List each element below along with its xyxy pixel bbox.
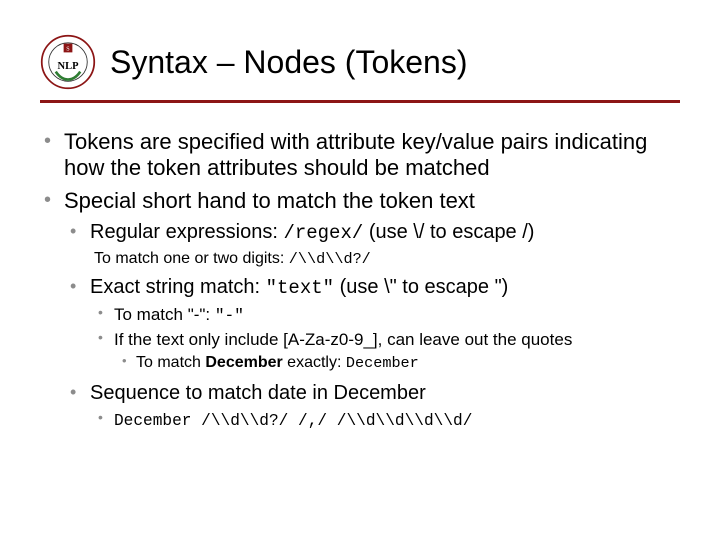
slide-title: Syntax – Nodes (Tokens) [110,44,468,81]
content-list: Tokens are specified with attribute key/… [40,129,680,431]
stanford-nlp-logo: S NLP [40,34,96,90]
exact-pre: Exact string match: [90,276,266,298]
regex-ex-code: /\\d\\d?/ [289,250,371,268]
slide-header: S NLP Syntax – Nodes (Tokens) [40,34,680,103]
regex-code: /regex/ [283,222,363,244]
regex-ex-pre: To match one or two digits: [94,250,289,267]
dec-post: exactly: [283,354,346,371]
dec-pre: To match [136,354,205,371]
bullet-regex-example: To match one or two digits: /\\d\\d?/ [94,249,680,269]
dash-code: "-" [215,307,244,325]
seq-code: December /\\d\\d?/ /,/ /\\d\\d\\d\\d/ [114,412,472,430]
bullet-regex: Regular expressions: /regex/ (use \/ to … [68,220,680,246]
slide-container: S NLP Syntax – Nodes (Tokens) Tokens are… [0,0,720,454]
bullet-december-match: To match December exactly: December [120,353,680,373]
dec-code: December [346,354,419,372]
bullet-shorthand: Special short hand to match the token te… [40,188,680,214]
svg-text:NLP: NLP [58,61,80,72]
regex-pre: Regular expressions: [90,221,283,243]
exact-post: (use \" to escape ") [334,276,508,298]
exact-code: "text" [266,277,334,299]
bullet-match-dash: To match "-": "-" [96,304,680,326]
bullet-sequence: Sequence to match date in December [68,381,680,406]
regex-post: (use \/ to escape /) [363,221,534,243]
bullet-tokens-spec: Tokens are specified with attribute key/… [40,129,680,182]
svg-text:S: S [66,47,70,53]
dash-pre: To match "-": [114,305,215,324]
dec-bold: December [205,354,282,371]
bullet-no-quotes: If the text only include [A-Za-z0-9_], c… [96,329,680,350]
bullet-exact-string: Exact string match: "text" (use \" to es… [68,275,680,301]
bullet-sequence-code: December /\\d\\d?/ /,/ /\\d\\d\\d\\d/ [96,409,680,431]
